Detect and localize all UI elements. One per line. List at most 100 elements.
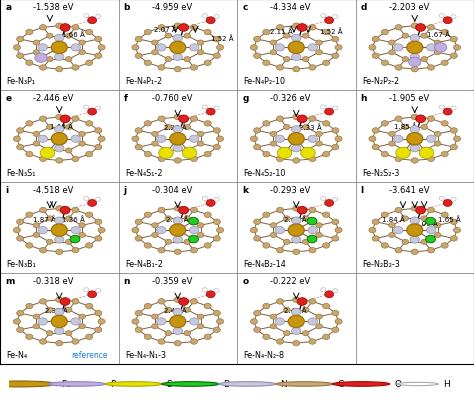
Text: j: j xyxy=(124,185,127,194)
Circle shape xyxy=(421,34,428,39)
Circle shape xyxy=(416,25,426,32)
Circle shape xyxy=(46,149,53,153)
Circle shape xyxy=(217,136,224,142)
Circle shape xyxy=(250,46,257,51)
Circle shape xyxy=(381,122,388,127)
Circle shape xyxy=(421,240,428,245)
Circle shape xyxy=(86,304,93,309)
Circle shape xyxy=(302,307,309,313)
Circle shape xyxy=(26,30,33,36)
Circle shape xyxy=(95,54,102,59)
Circle shape xyxy=(26,122,33,127)
Circle shape xyxy=(325,109,334,116)
Circle shape xyxy=(72,26,79,31)
Circle shape xyxy=(428,66,435,71)
Circle shape xyxy=(283,34,290,39)
Text: -0.760 eV: -0.760 eV xyxy=(152,94,192,103)
Circle shape xyxy=(46,58,53,62)
Circle shape xyxy=(51,133,67,145)
Circle shape xyxy=(275,318,284,325)
Circle shape xyxy=(95,236,102,241)
Circle shape xyxy=(79,314,85,319)
Circle shape xyxy=(173,309,182,316)
Circle shape xyxy=(293,249,300,255)
Circle shape xyxy=(219,382,276,386)
Circle shape xyxy=(184,34,191,39)
Circle shape xyxy=(38,45,47,52)
Circle shape xyxy=(65,125,72,130)
Circle shape xyxy=(270,132,277,137)
Text: -0.222 eV: -0.222 eV xyxy=(270,277,310,286)
Circle shape xyxy=(184,331,191,336)
Circle shape xyxy=(434,41,441,46)
Circle shape xyxy=(428,208,435,213)
Circle shape xyxy=(202,288,207,292)
Circle shape xyxy=(56,24,63,29)
Circle shape xyxy=(60,298,70,305)
Circle shape xyxy=(213,128,220,134)
Circle shape xyxy=(182,148,197,159)
Text: 2.32 Å: 2.32 Å xyxy=(45,307,68,313)
Circle shape xyxy=(144,213,151,218)
Circle shape xyxy=(46,125,53,130)
Text: e: e xyxy=(5,94,11,103)
Text: -0.359 eV: -0.359 eV xyxy=(152,277,192,286)
Circle shape xyxy=(88,18,97,25)
Circle shape xyxy=(395,117,402,122)
Circle shape xyxy=(132,136,139,142)
Circle shape xyxy=(144,61,151,66)
Circle shape xyxy=(288,224,304,237)
Circle shape xyxy=(250,319,257,324)
Circle shape xyxy=(202,15,207,19)
Circle shape xyxy=(389,51,395,55)
Text: -0.293 eV: -0.293 eV xyxy=(270,185,311,194)
Text: h: h xyxy=(361,94,367,103)
Circle shape xyxy=(86,122,93,127)
Circle shape xyxy=(95,289,100,293)
Circle shape xyxy=(95,37,102,43)
Circle shape xyxy=(293,206,300,211)
Circle shape xyxy=(263,122,270,127)
Circle shape xyxy=(292,35,301,43)
Circle shape xyxy=(217,319,224,324)
Circle shape xyxy=(254,220,261,225)
Circle shape xyxy=(197,324,204,329)
Circle shape xyxy=(40,148,55,159)
Text: Fe-N₄-N₁-3: Fe-N₄-N₁-3 xyxy=(125,351,166,360)
Circle shape xyxy=(302,216,309,222)
Circle shape xyxy=(297,298,307,305)
Circle shape xyxy=(270,41,277,46)
Circle shape xyxy=(427,136,436,143)
Circle shape xyxy=(372,236,379,241)
Circle shape xyxy=(332,289,337,293)
Circle shape xyxy=(421,149,428,153)
Circle shape xyxy=(276,26,283,31)
Circle shape xyxy=(152,233,158,238)
Circle shape xyxy=(214,198,219,202)
Circle shape xyxy=(202,106,207,110)
Circle shape xyxy=(372,145,379,150)
Circle shape xyxy=(302,125,309,130)
Text: Fe-N₄P₁-2: Fe-N₄P₁-2 xyxy=(125,77,162,86)
Circle shape xyxy=(288,42,304,54)
Circle shape xyxy=(174,158,181,164)
Circle shape xyxy=(158,66,165,71)
Circle shape xyxy=(450,220,457,225)
Circle shape xyxy=(156,136,166,143)
Circle shape xyxy=(321,197,326,201)
Circle shape xyxy=(197,314,204,319)
Circle shape xyxy=(17,128,24,134)
Circle shape xyxy=(46,216,53,222)
Circle shape xyxy=(214,15,219,19)
Circle shape xyxy=(213,327,220,333)
Circle shape xyxy=(325,291,334,298)
Circle shape xyxy=(56,158,63,164)
Circle shape xyxy=(48,382,105,386)
Circle shape xyxy=(283,331,290,336)
Circle shape xyxy=(411,67,418,72)
Circle shape xyxy=(276,248,283,253)
Circle shape xyxy=(135,128,142,134)
Circle shape xyxy=(426,218,436,225)
Circle shape xyxy=(65,58,72,62)
Text: Fe: Fe xyxy=(61,379,72,388)
